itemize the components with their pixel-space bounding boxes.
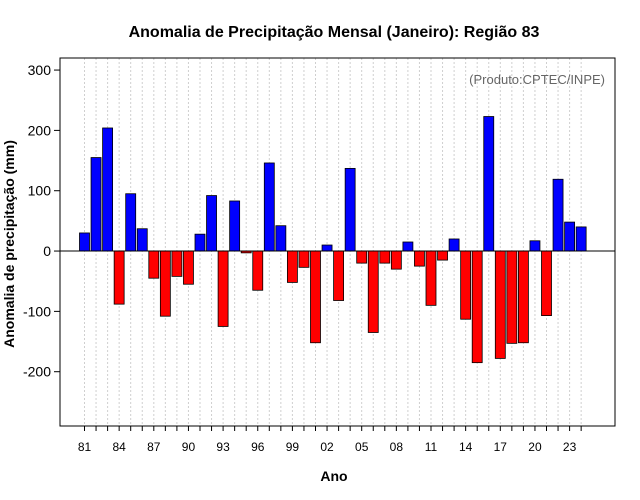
- bar-83: [102, 127, 113, 252]
- bar-88: [159, 250, 171, 317]
- bar-02: [321, 244, 333, 252]
- y-tick-label: 200: [28, 122, 52, 138]
- x-tick-label: 99: [286, 440, 300, 454]
- bar-03: [333, 250, 345, 301]
- chart-title: Anomalia de Precipitação Mensal (Janeiro…: [129, 24, 540, 41]
- x-tick-label: 81: [78, 440, 92, 454]
- x-tick-label: 87: [147, 440, 161, 454]
- bar-90: [183, 250, 194, 285]
- x-tick-label: 84: [112, 440, 126, 454]
- bar-19: [518, 250, 529, 344]
- y-tick-label: -100: [23, 303, 51, 319]
- bar-97: [263, 162, 275, 252]
- x-tick-label: 96: [251, 440, 265, 454]
- bar-82: [90, 157, 102, 252]
- y-tick-label: -200: [23, 364, 51, 380]
- y-tick-label: 100: [28, 183, 52, 199]
- x-tick-label: 08: [390, 440, 404, 454]
- x-tick-label: 23: [563, 440, 577, 454]
- bar-23: [564, 221, 575, 252]
- bar-07: [379, 250, 391, 264]
- bar-94: [229, 200, 241, 252]
- bar-14: [460, 250, 472, 320]
- bar-00: [298, 250, 310, 268]
- bar-09: [402, 241, 414, 252]
- bar-16: [483, 116, 495, 252]
- bar-84: [113, 250, 125, 305]
- x-tick-label: 11: [425, 440, 438, 454]
- y-axis: -200 -100 0 100 200 300: [23, 62, 60, 380]
- bar-96: [252, 250, 264, 291]
- bar-24: [575, 226, 587, 252]
- bar-87: [148, 250, 160, 279]
- bar-12: [437, 250, 448, 261]
- y-axis-label: Anomalia de precipitação (mm): [1, 140, 17, 348]
- y-tick-label: 300: [28, 62, 52, 78]
- grid-layer: [84, 58, 582, 426]
- product-credit: (Produto:CPTEC/INPE): [469, 72, 605, 87]
- x-tick-label: 05: [355, 440, 369, 454]
- bar-93: [217, 250, 229, 327]
- x-axis-label: Ano: [320, 468, 347, 484]
- x-tick-label: 17: [494, 440, 508, 454]
- bar-04: [344, 167, 356, 252]
- bar-85: [125, 193, 137, 252]
- bars-layer: [79, 116, 587, 364]
- bar-21: [541, 250, 552, 317]
- bar-01: [310, 250, 321, 344]
- x-tick-label: 20: [528, 440, 542, 454]
- bar-11: [425, 250, 437, 306]
- bar-92: [206, 195, 217, 252]
- bar-98: [275, 225, 287, 252]
- bar-99: [286, 250, 298, 283]
- bar-13: [448, 238, 460, 252]
- bar-18: [506, 250, 518, 344]
- bar-17: [494, 250, 506, 359]
- bar-08: [390, 250, 402, 270]
- bar-20: [529, 240, 541, 252]
- bar-10: [414, 250, 425, 267]
- bar-05: [356, 250, 368, 264]
- bar-22: [552, 178, 564, 252]
- x-tick-label: 14: [459, 440, 473, 454]
- bar-91: [194, 233, 206, 252]
- plot-frame: [59, 57, 616, 427]
- x-tick-label: 93: [216, 440, 230, 454]
- bar-89: [171, 250, 183, 277]
- y-tick-label: 0: [43, 243, 51, 259]
- x-tick-label: 02: [320, 440, 334, 454]
- bar-06: [367, 250, 379, 333]
- bar-81: [79, 232, 90, 252]
- x-axis: 81 84 87 90 93 96 99 02 05 08 11 14 17 20 23: [78, 426, 582, 454]
- bar-86: [136, 228, 148, 252]
- bar-15: [471, 250, 483, 364]
- x-tick-label: 90: [182, 440, 196, 454]
